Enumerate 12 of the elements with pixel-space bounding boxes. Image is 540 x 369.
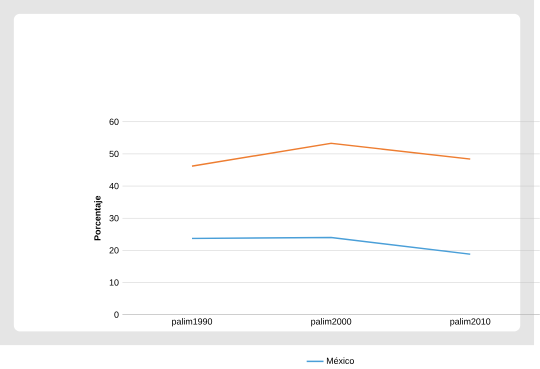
y-axis-title: Porcentaje (94, 196, 102, 240)
x-tick-label: palim2010 (450, 318, 490, 326)
y-tick-label: 50 (109, 150, 119, 157)
x-tick-label: palim2000 (311, 318, 352, 326)
y-tick-label: 10 (110, 279, 119, 286)
y-tick-label: 0 (114, 311, 119, 318)
y-tick-label: 30 (109, 214, 119, 222)
y-tick-label: 40 (109, 182, 119, 190)
x-tick-label: palim1990 (172, 318, 212, 326)
y-tick-label: 60 (110, 118, 119, 125)
y-tick-label: 20 (110, 247, 119, 254)
legend-label: México (326, 357, 354, 364)
